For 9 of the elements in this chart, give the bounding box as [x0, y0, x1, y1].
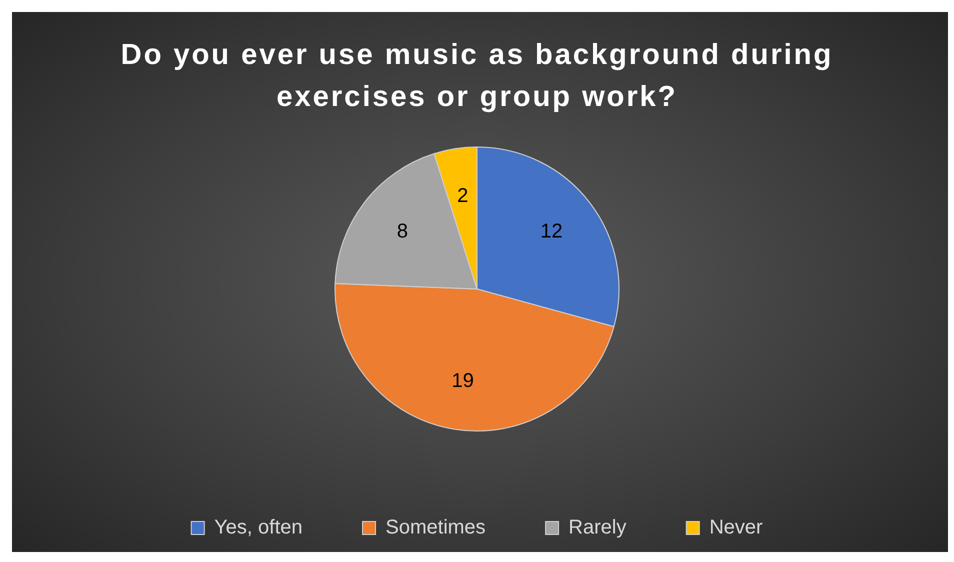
legend-label: Never	[709, 516, 764, 539]
data-label: 2	[457, 184, 468, 207]
data-label: 12	[540, 220, 563, 243]
legend-label: Rarely	[568, 516, 626, 539]
legend-label: Yes, often	[214, 516, 303, 539]
data-label: 8	[396, 220, 408, 243]
chart-title: Do you ever use music as background during exercises or group work?	[120, 38, 834, 115]
legend-label: Sometimes	[386, 516, 486, 539]
data-label: 19	[452, 370, 474, 392]
